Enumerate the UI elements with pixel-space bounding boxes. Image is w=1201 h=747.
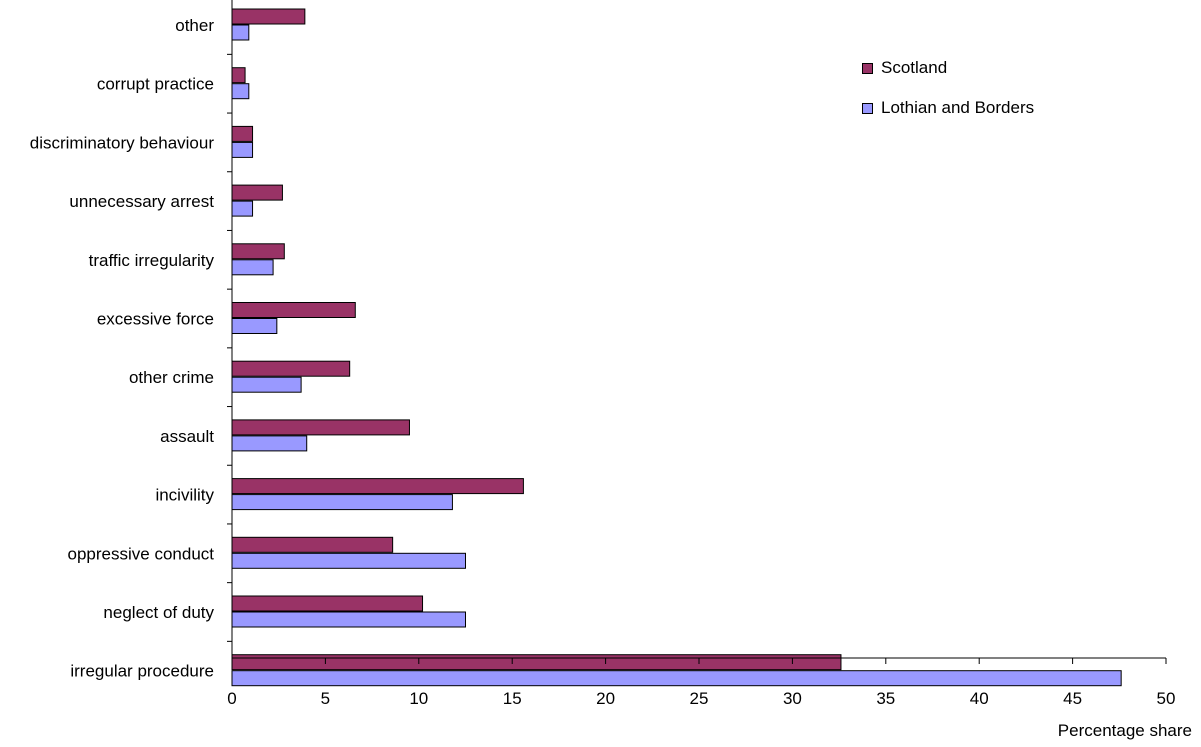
category-label-incivility: incivility [155,486,214,505]
category-label-other-crime: other crime [129,368,214,387]
category-label-traffic-irregularity: traffic irregularity [89,251,215,270]
x-tick-label: 35 [876,689,895,708]
legend-swatch-scotland [862,62,873,74]
bar-lothian-and-borders-excessive-force [231,318,278,334]
bar-scotland-traffic-irregularity [231,243,285,260]
category-label-irregular-procedure: irregular procedure [70,662,214,681]
bar-lothian-and-borders-traffic-irregularity [231,259,274,276]
ticks-layer: 0 5 10 15 20 25 30 35 40 45 50 [227,53,1176,708]
bar-scotland-oppressive-conduct [231,536,394,553]
x-tick-label: 20 [596,689,615,708]
x-tick-label: 0 [227,689,236,708]
category-label-other: other [175,16,214,35]
x-tick-label: 10 [409,689,428,708]
legend: Scotland Lothian and Borders [862,58,1034,138]
bar-lothian-and-borders-neglect-of-duty [231,611,466,628]
category-label-corrupt-practice: corrupt practice [97,75,214,94]
bar-lothian-and-borders-unnecessary-arrest [231,200,254,217]
legend-item-lothian-and-borders: Lothian and Borders [862,98,1034,118]
bar-lothian-and-borders-assault [231,435,308,452]
x-tick-label: 15 [503,689,522,708]
legend-item-scotland: Scotland [862,58,1034,78]
x-tick-label: 25 [690,689,709,708]
bar-scotland-neglect-of-duty [231,595,424,612]
x-tick-label: 50 [1157,689,1176,708]
bar-scotland-incivility [231,478,524,495]
category-label-assault: assault [160,427,214,446]
bar-lothian-and-borders-other-crime [231,376,302,393]
bar-lothian-and-borders-oppressive-conduct [231,552,466,569]
x-tick-label: 40 [970,689,989,708]
category-label-oppressive-conduct: oppressive conduct [68,544,215,563]
bar-scotland-assault [231,419,410,436]
x-tick-label: 45 [1063,689,1082,708]
bar-scotland-corrupt-practice [231,67,246,84]
x-tick-label: 5 [321,689,330,708]
x-tick-label: 30 [783,689,802,708]
category-label-unnecessary-arrest: unnecessary arrest [69,192,214,211]
bar-lothian-and-borders-irregular-procedure [231,670,1122,687]
bar-scotland-excessive-force [231,302,356,318]
legend-label-scotland: Scotland [881,58,948,77]
category-labels: other corrupt practice discriminatory beha… [30,16,215,681]
bar-scotland-other [231,8,306,25]
category-label-excessive-force: excessive force [97,310,214,329]
x-axis-title: Percentage share [1058,721,1192,740]
bar-lothian-and-borders-corrupt-practice [231,83,250,100]
bars-layer [231,8,1122,687]
bar-scotland-discriminatory-behaviour [231,125,254,142]
bar-lothian-and-borders-discriminatory-behaviour [231,141,254,158]
bar-lothian-and-borders-other [231,24,250,41]
legend-swatch-lothian-and-borders [862,102,873,114]
bar-scotland-other-crime [231,360,351,377]
bar-lothian-and-borders-incivility [231,494,453,511]
bar-scotland-unnecessary-arrest [231,184,283,201]
legend-label-lothian-and-borders: Lothian and Borders [881,98,1035,117]
bar-scotland-irregular-procedure [231,654,842,671]
category-label-discriminatory-behaviour: discriminatory behaviour [30,133,215,152]
category-label-neglect-of-duty: neglect of duty [103,603,214,622]
